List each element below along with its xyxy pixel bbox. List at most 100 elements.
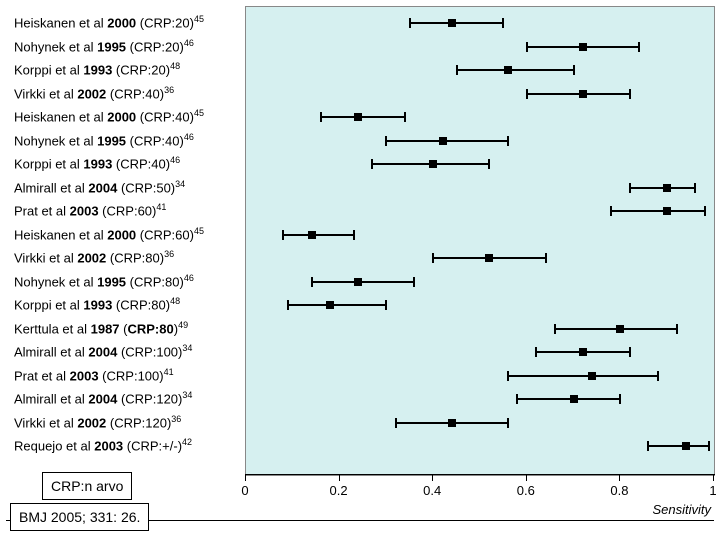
- plot-panel: [245, 6, 715, 476]
- axis-tick: [339, 474, 340, 481]
- study-label: Virkki et al 2002 (CRP:80)36: [14, 249, 174, 265]
- point-marker: [308, 231, 316, 239]
- error-cap-left: [287, 300, 289, 310]
- point-marker: [326, 301, 334, 309]
- study-label: Virkki et al 2002 (CRP:120)36: [14, 414, 181, 430]
- point-marker: [616, 325, 624, 333]
- axis-tick-label: 0.6: [517, 483, 535, 498]
- error-cap-right: [507, 136, 509, 146]
- error-cap-left: [282, 230, 284, 240]
- axis-tick: [713, 474, 714, 481]
- study-label: Heiskanen et al 2000 (CRP:60)45: [14, 226, 204, 242]
- error-bar: [508, 375, 658, 377]
- error-cap-right: [507, 418, 509, 428]
- study-label: Prat et al 2003 (CRP:60)41: [14, 202, 166, 218]
- point-marker: [663, 184, 671, 192]
- axis-tick-label: 0.4: [423, 483, 441, 498]
- point-marker: [579, 348, 587, 356]
- axis-tick: [619, 474, 620, 481]
- axis-line: [245, 474, 715, 475]
- error-cap-right: [488, 159, 490, 169]
- point-marker: [588, 372, 596, 380]
- study-label: Kerttula et al 1987 (CRP:80)49: [14, 320, 188, 336]
- error-cap-left: [432, 253, 434, 263]
- error-cap-left: [371, 159, 373, 169]
- error-cap-left: [320, 112, 322, 122]
- axis-tick: [245, 474, 246, 481]
- error-cap-right: [385, 300, 387, 310]
- point-marker: [579, 43, 587, 51]
- error-bar: [288, 304, 386, 306]
- study-label: Virkki et al 2002 (CRP:40)36: [14, 85, 174, 101]
- point-marker: [354, 113, 362, 121]
- error-cap-right: [708, 441, 710, 451]
- axis-tick-label: 0.8: [610, 483, 628, 498]
- crp-caption-text: CRP:n arvo: [51, 478, 123, 494]
- error-cap-right: [694, 183, 696, 193]
- error-cap-left: [395, 418, 397, 428]
- axis-tick: [432, 474, 433, 481]
- error-cap-left: [385, 136, 387, 146]
- error-cap-right: [704, 206, 706, 216]
- error-cap-left: [311, 277, 313, 287]
- point-marker: [448, 419, 456, 427]
- error-cap-left: [516, 394, 518, 404]
- error-bar: [611, 210, 705, 212]
- error-cap-right: [573, 65, 575, 75]
- error-cap-left: [456, 65, 458, 75]
- citation-box: BMJ 2005; 331: 26.: [10, 503, 149, 531]
- error-cap-left: [554, 324, 556, 334]
- point-marker: [682, 442, 690, 450]
- study-label: Heiskanen et al 2000 (CRP:40)45: [14, 108, 204, 124]
- error-cap-right: [629, 89, 631, 99]
- error-bar: [283, 234, 353, 236]
- error-cap-left: [647, 441, 649, 451]
- study-label: Almirall et al 2004 (CRP:100)34: [14, 343, 192, 359]
- point-marker: [570, 395, 578, 403]
- point-marker: [663, 207, 671, 215]
- point-marker: [579, 90, 587, 98]
- study-label: Nohynek et al 1995 (CRP:20)46: [14, 38, 194, 54]
- study-label: Prat et al 2003 (CRP:100)41: [14, 367, 174, 383]
- error-bar: [312, 281, 415, 283]
- error-cap-right: [676, 324, 678, 334]
- error-cap-right: [404, 112, 406, 122]
- study-label: Heiskanen et al 2000 (CRP:20)45: [14, 14, 204, 30]
- error-bar: [321, 116, 405, 118]
- axis-tick-label: 0: [241, 483, 248, 498]
- point-marker: [354, 278, 362, 286]
- error-bar: [410, 22, 504, 24]
- point-marker: [504, 66, 512, 74]
- axis-tick-label: 1: [709, 483, 716, 498]
- error-cap-right: [629, 347, 631, 357]
- study-label: Requejo et al 2003 (CRP:+/-)42: [14, 437, 192, 453]
- error-cap-right: [619, 394, 621, 404]
- study-label: Nohynek et al 1995 (CRP:40)46: [14, 132, 194, 148]
- point-marker: [439, 137, 447, 145]
- error-cap-right: [353, 230, 355, 240]
- error-bar: [457, 69, 574, 71]
- error-cap-left: [535, 347, 537, 357]
- study-label: Almirall et al 2004 (CRP:120)34: [14, 390, 192, 406]
- study-label: Almirall et al 2004 (CRP:50)34: [14, 179, 185, 195]
- error-cap-right: [545, 253, 547, 263]
- error-cap-left: [409, 18, 411, 28]
- study-label: Nohynek et al 1995 (CRP:80)46: [14, 273, 194, 289]
- forest-plot-figure: Heiskanen et al 2000 (CRP:20)45 Nohynek e…: [0, 0, 720, 540]
- axis-tick: [526, 474, 527, 481]
- error-cap-right: [657, 371, 659, 381]
- axis-tick-label: 0.2: [330, 483, 348, 498]
- error-cap-right: [502, 18, 504, 28]
- axis-title: Sensitivity: [652, 502, 711, 517]
- point-marker: [485, 254, 493, 262]
- study-label: Korppi et al 1993 (CRP:40)46: [14, 155, 180, 171]
- study-label: Korppi et al 1993 (CRP:80)48: [14, 296, 180, 312]
- error-bar: [386, 140, 508, 142]
- study-label: Korppi et al 1993 (CRP:20)48: [14, 61, 180, 77]
- point-marker: [429, 160, 437, 168]
- citation-text: BMJ 2005; 331: 26.: [19, 509, 140, 525]
- error-cap-left: [526, 89, 528, 99]
- error-bar: [648, 445, 709, 447]
- error-cap-left: [507, 371, 509, 381]
- error-cap-left: [526, 42, 528, 52]
